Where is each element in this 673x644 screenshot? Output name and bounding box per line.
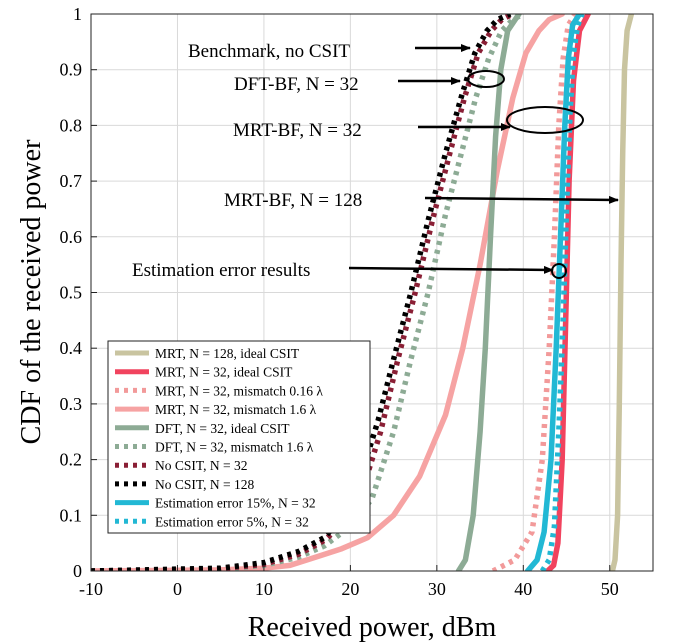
annotation-label: Benchmark, no CSIT bbox=[188, 41, 350, 62]
y-tick-label: 0.7 bbox=[60, 171, 83, 191]
x-tick-label: 40 bbox=[514, 579, 532, 599]
y-tick-label: 0.9 bbox=[60, 60, 83, 80]
axis-ticks: -10 0 10 20 30 40 5000.10.20.30.40.50.60.70.80… bbox=[60, 4, 619, 599]
legend-entry: DFT, N = 32, ideal CSIT bbox=[155, 421, 290, 436]
x-tick-label: 50 bbox=[601, 579, 619, 599]
legend-entry: MRT, N = 32, mismatch 1.6 λ bbox=[155, 402, 317, 417]
annotations: Benchmark, no CSIT DFT-BF, N = 32 MRT-BF, … bbox=[132, 41, 619, 281]
series-lines bbox=[91, 14, 635, 571]
series-line-1 bbox=[609, 14, 635, 571]
y-tick-label: 0.2 bbox=[60, 450, 83, 470]
series-line-10 bbox=[539, 14, 585, 571]
x-tick-label: 10 bbox=[255, 579, 273, 599]
series-line-4 bbox=[91, 14, 565, 571]
series-line-3 bbox=[491, 14, 578, 571]
x-tick-label: 20 bbox=[341, 579, 359, 599]
highlight-circle bbox=[551, 263, 567, 279]
legend-entry: DFT, N = 32, mismatch 1.6 λ bbox=[155, 440, 314, 455]
x-tick-label: -10 bbox=[79, 579, 103, 599]
legend-box bbox=[107, 340, 371, 534]
legend-entry: MRT, N = 128, ideal CSIT bbox=[155, 346, 300, 361]
y-tick-label: 0 bbox=[73, 561, 82, 581]
legend-entry: Estimation error 15%, N = 32 bbox=[155, 496, 316, 511]
y-tick-label: 0.3 bbox=[60, 394, 83, 414]
legend-entry: Estimation error 5%, N = 32 bbox=[155, 514, 309, 529]
series-line-9 bbox=[524, 14, 583, 571]
legend-entry: No CSIT, N = 128 bbox=[155, 477, 254, 492]
y-tick-label: 0.1 bbox=[60, 505, 83, 525]
annotation-label: MRT-BF, N = 32 bbox=[233, 120, 362, 141]
x-tick-label: 0 bbox=[173, 579, 182, 599]
y-tick-label: 0.6 bbox=[60, 227, 83, 247]
y-axis-label: CDF of the received power bbox=[16, 139, 47, 444]
annotation-arrow bbox=[348, 265, 554, 274]
highlight-ellipse bbox=[506, 106, 584, 134]
legend-entry: No CSIT, N = 32 bbox=[155, 458, 248, 473]
annotation-label: Estimation error results bbox=[132, 260, 310, 281]
series-line-8 bbox=[91, 14, 512, 571]
annotation-label: DFT-BF, N = 32 bbox=[234, 74, 359, 95]
annotation-label: MRT-BF, N = 128 bbox=[224, 190, 362, 211]
annotation-arrow bbox=[424, 195, 619, 204]
highlight-ellipse bbox=[467, 70, 505, 88]
legend: MRT, N = 128, ideal CSIT MRT, N = 32, ide… bbox=[107, 340, 371, 534]
x-axis-label: Received power, dBm bbox=[248, 612, 497, 643]
legend-entry: MRT, N = 32, mismatch 0.16 λ bbox=[155, 383, 323, 398]
series-line-5 bbox=[455, 14, 522, 571]
y-tick-label: 0.4 bbox=[60, 338, 83, 358]
y-tick-label: 0.8 bbox=[60, 115, 83, 135]
y-tick-label: 1 bbox=[73, 4, 82, 24]
y-tick-label: 0.5 bbox=[60, 283, 83, 303]
x-tick-label: 30 bbox=[428, 579, 446, 599]
legend-entry: MRT, N = 32, ideal CSIT bbox=[155, 365, 293, 380]
